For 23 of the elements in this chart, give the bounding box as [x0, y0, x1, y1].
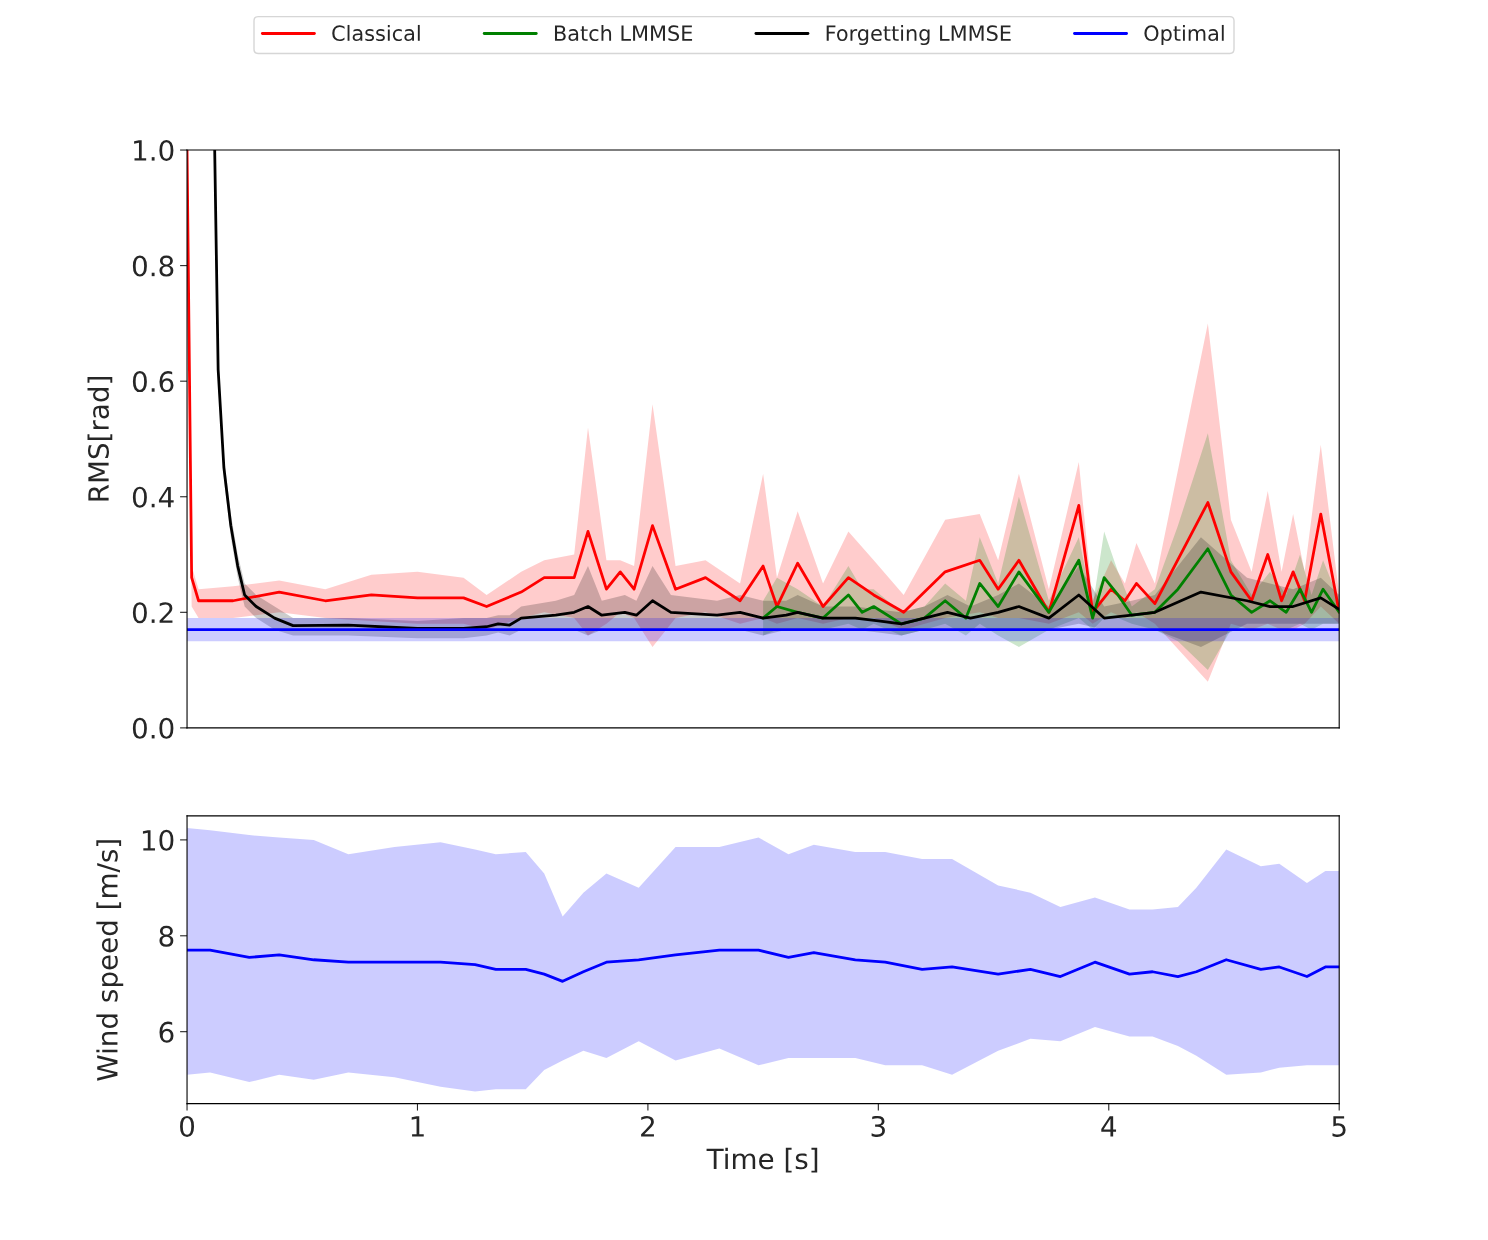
x-tick-label: 4: [1101, 1116, 1117, 1137]
legend-label: Forgetting LMMSE: [826, 24, 1011, 46]
y-tick-label: 0.4: [132, 486, 174, 508]
y-axis-title: RMS[rad]: [87, 377, 113, 501]
y-tick-label: 0.2: [132, 602, 173, 624]
y-tick-label: 8: [159, 925, 174, 947]
y-axis-title: Wind speed [m/s]: [96, 840, 124, 1081]
x-tick-label: 2: [641, 1115, 654, 1137]
x-tick-label: 1: [411, 1116, 424, 1137]
legend-label: Classical: [332, 24, 420, 42]
x-tick-label: 5: [1332, 1116, 1346, 1137]
y-tick-label: 0.0: [132, 717, 174, 739]
y-tick-label: 0.8: [132, 255, 174, 277]
y-tick-label: 0.6: [132, 371, 174, 393]
line-series: [187, 948, 1340, 983]
x-tick-label: 0: [180, 1115, 195, 1137]
legend-label: Batch LMMSE: [554, 24, 693, 42]
legend-label: Optimal: [1144, 24, 1224, 46]
x-tick-label: 3: [871, 1115, 885, 1137]
x-axis-title: Time [s]: [706, 1147, 818, 1173]
y-tick-label: 10: [142, 829, 174, 851]
y-tick-label: 6: [159, 1021, 174, 1043]
y-tick-label: 1.0: [134, 139, 174, 161]
